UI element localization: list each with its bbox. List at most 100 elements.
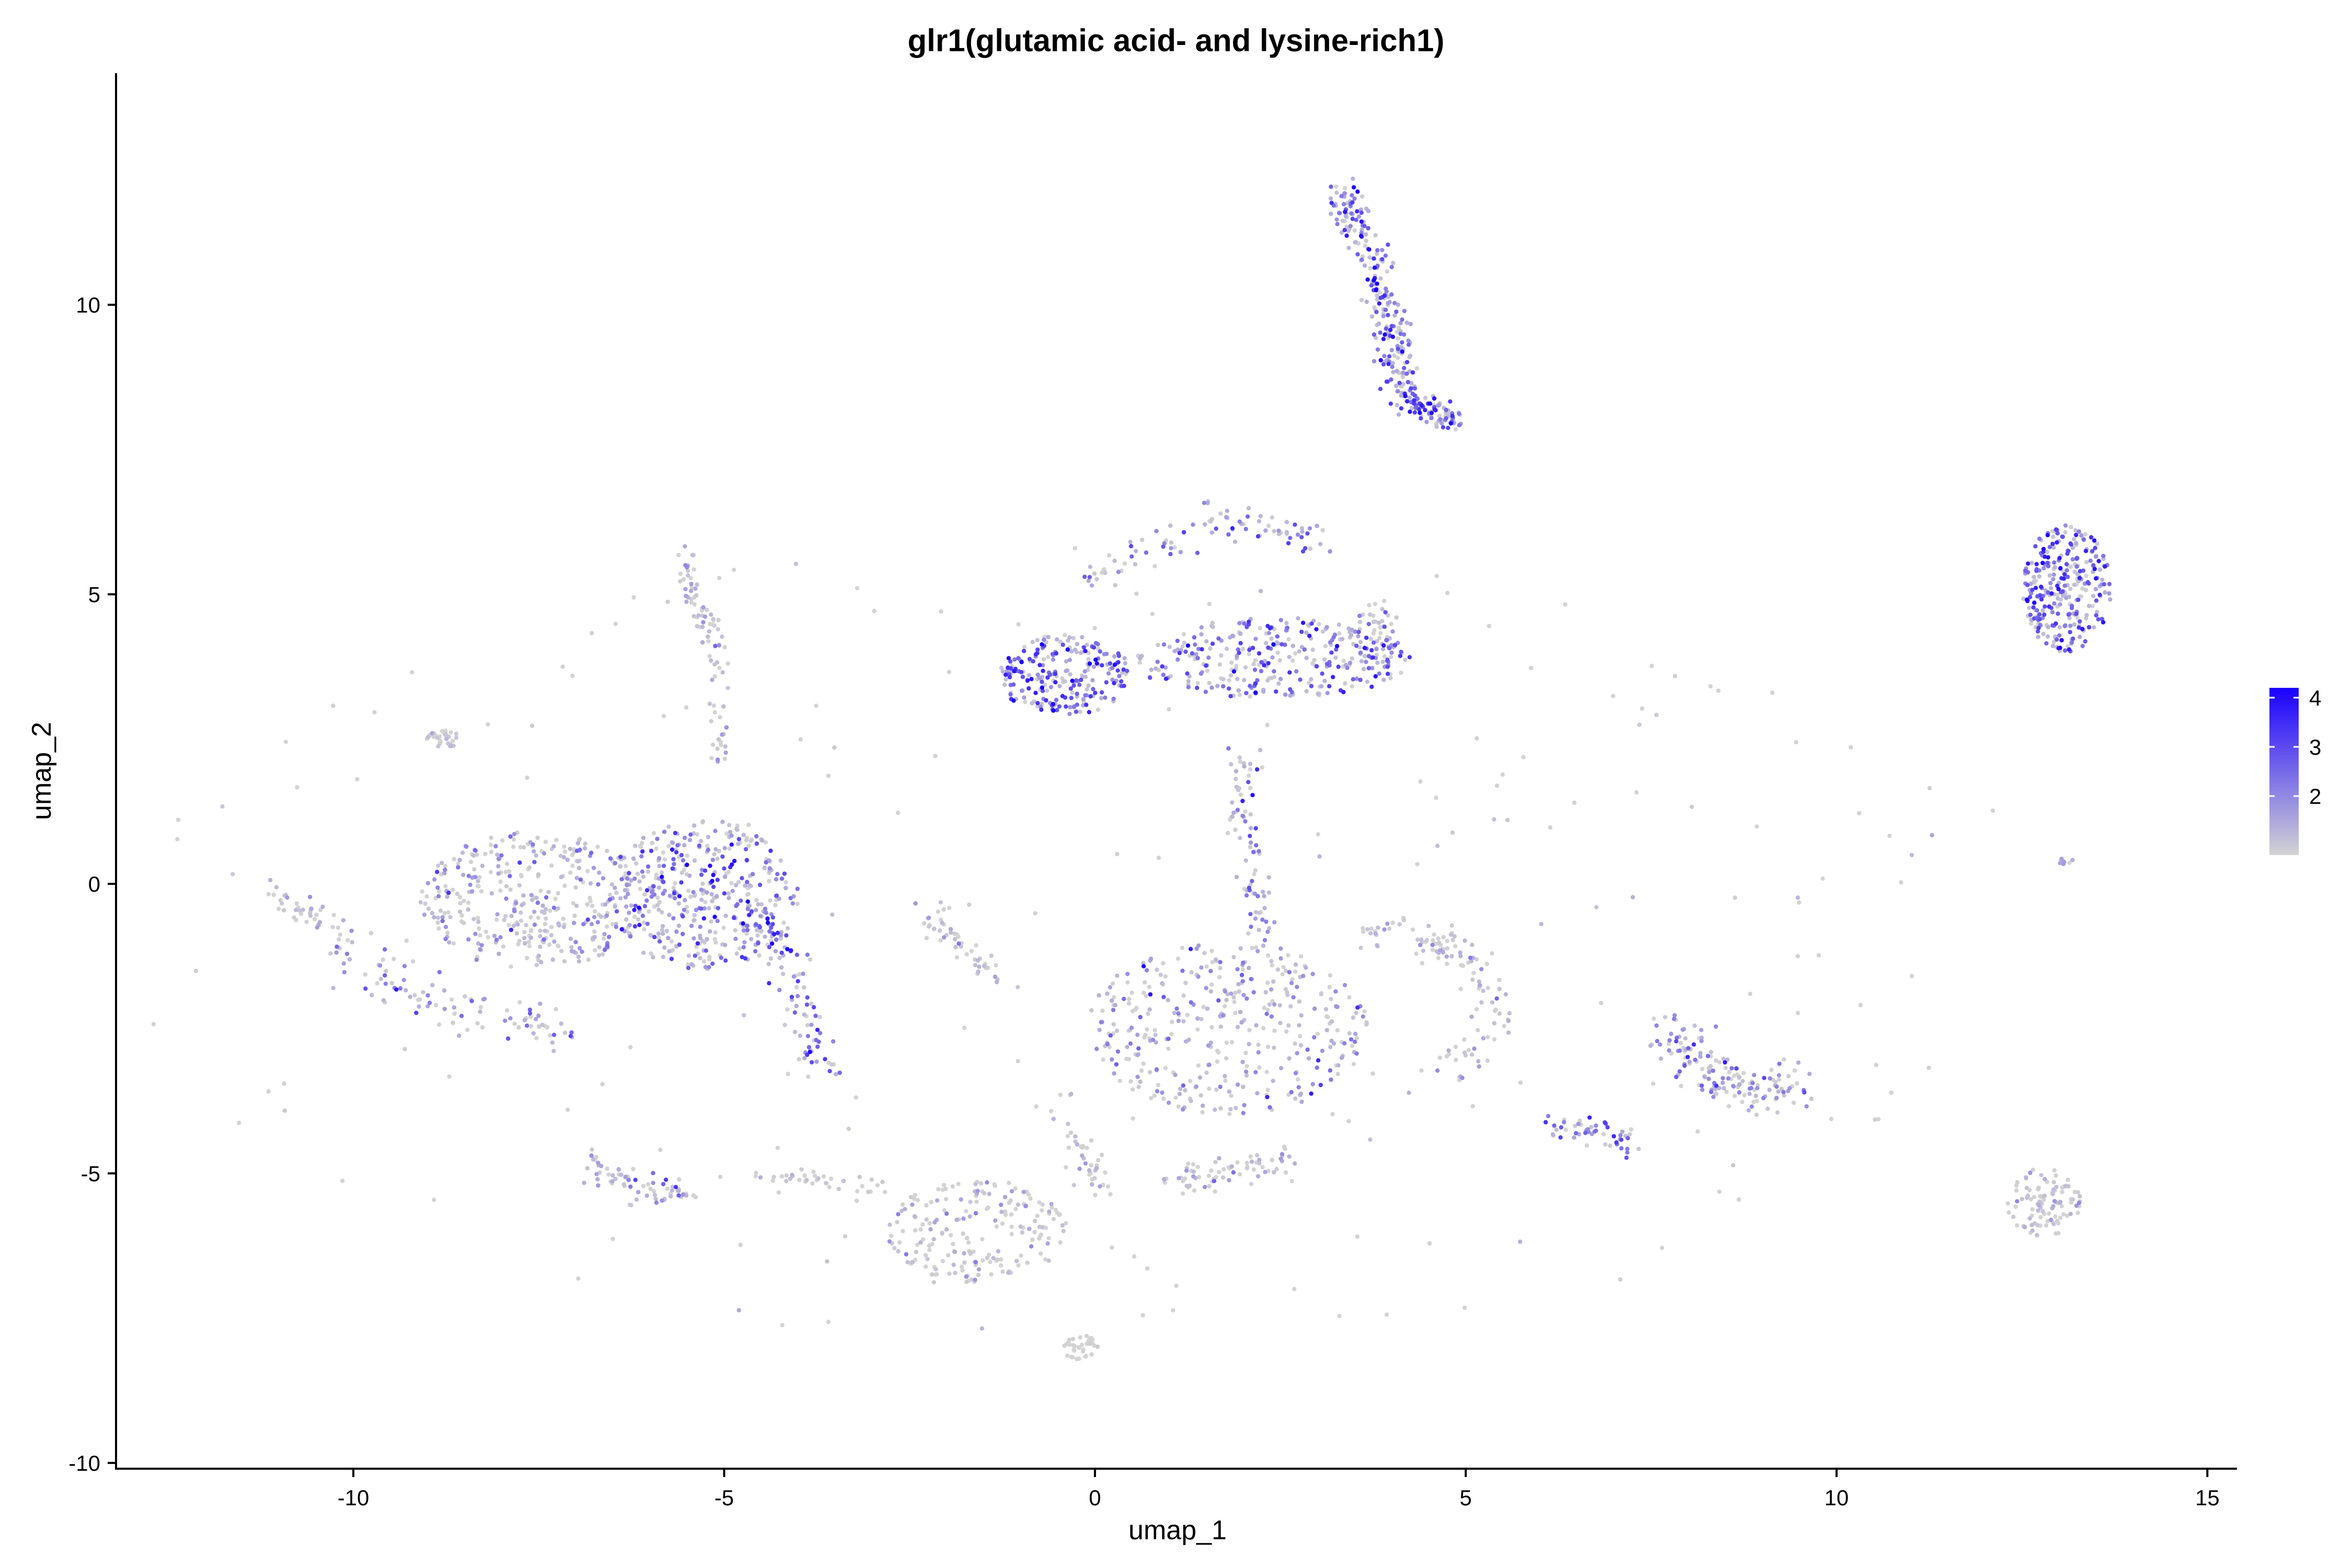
data-point — [1009, 1189, 1014, 1194]
data-point — [1437, 940, 1442, 945]
data-point — [1079, 1342, 1085, 1347]
data-point — [1098, 649, 1102, 654]
data-point — [1189, 1099, 1193, 1103]
data-point — [610, 1173, 615, 1178]
color-legend: 234 — [2269, 686, 2321, 855]
data-point — [1112, 662, 1117, 667]
data-point — [1196, 1174, 1202, 1180]
data-point — [671, 916, 676, 921]
data-point — [1378, 631, 1383, 636]
data-point — [1215, 684, 1220, 688]
data-point — [1386, 613, 1390, 618]
data-point — [1400, 340, 1404, 345]
data-point — [1022, 644, 1027, 650]
data-point — [1280, 972, 1285, 977]
data-point — [592, 929, 597, 934]
data-point — [588, 881, 593, 886]
data-point — [1230, 633, 1235, 638]
data-point — [1385, 658, 1390, 662]
data-point — [1253, 1070, 1258, 1075]
data-point — [2011, 1215, 2016, 1219]
data-point — [700, 640, 705, 645]
data-point — [1453, 427, 1458, 432]
data-point — [410, 959, 416, 964]
data-point — [1266, 661, 1271, 666]
data-point — [1051, 657, 1056, 662]
data-point — [993, 1218, 998, 1223]
data-point — [2028, 613, 2033, 617]
data-point — [1070, 1355, 1075, 1359]
data-point — [2039, 597, 2044, 602]
data-point — [2032, 574, 2036, 580]
data-point — [1253, 690, 1258, 695]
data-point — [1358, 640, 1363, 644]
data-point — [703, 965, 708, 970]
data-point — [1368, 266, 1373, 271]
data-point — [1213, 1189, 1217, 1194]
data-point — [1287, 670, 1292, 675]
data-point — [1271, 979, 1276, 984]
data-point — [1248, 834, 1252, 838]
data-point — [378, 976, 384, 982]
data-point — [693, 586, 698, 591]
data-point — [1143, 980, 1147, 985]
data-point — [1061, 1229, 1066, 1233]
data-point — [1054, 651, 1059, 656]
data-point — [1081, 697, 1086, 702]
data-point — [1765, 1106, 1770, 1111]
data-point — [2027, 595, 2033, 599]
data-point — [1430, 942, 1435, 948]
data-point — [525, 775, 529, 780]
data-point — [751, 872, 755, 877]
data-point — [624, 917, 629, 922]
data-point — [649, 951, 653, 956]
data-point — [1470, 942, 1474, 948]
data-point — [1396, 355, 1400, 360]
data-point — [802, 1056, 807, 1060]
data-point — [1654, 712, 1659, 718]
data-point — [1272, 1170, 1276, 1175]
data-point — [741, 945, 746, 950]
data-point — [1444, 954, 1449, 959]
data-point — [1180, 1107, 1185, 1112]
data-point — [443, 884, 448, 889]
data-point — [1117, 1078, 1122, 1083]
data-point — [1260, 765, 1265, 770]
data-point — [478, 1009, 482, 1014]
data-point — [2040, 608, 2045, 613]
data-point — [1244, 1166, 1250, 1171]
data-point — [1090, 678, 1095, 683]
data-point — [538, 944, 543, 949]
data-point — [1195, 685, 1200, 690]
data-point — [1356, 633, 1361, 639]
data-point — [913, 901, 918, 906]
data-point — [1128, 539, 1133, 545]
data-point — [707, 906, 711, 911]
data-point — [953, 1271, 958, 1275]
data-point — [1782, 1093, 1786, 1098]
data-point — [1057, 704, 1062, 709]
data-point — [1113, 583, 1117, 587]
data-point — [448, 744, 453, 748]
data-point — [1353, 1040, 1357, 1044]
data-point — [440, 918, 445, 924]
data-point — [1083, 693, 1088, 698]
data-point — [631, 856, 636, 861]
data-point — [1180, 1191, 1185, 1196]
data-point — [725, 686, 730, 690]
data-point — [1269, 676, 1274, 681]
data-point — [706, 639, 711, 644]
data-point — [1265, 723, 1270, 728]
data-point — [631, 595, 636, 600]
data-point — [627, 910, 631, 915]
data-point — [1343, 210, 1347, 214]
data-point — [651, 1189, 656, 1193]
data-point — [712, 852, 717, 857]
data-point — [2051, 545, 2056, 550]
data-point — [1288, 693, 1293, 698]
data-point — [789, 995, 794, 999]
data-point — [1113, 1002, 1117, 1008]
data-point — [1409, 386, 1413, 391]
data-point — [375, 981, 379, 986]
data-point — [1358, 946, 1363, 950]
